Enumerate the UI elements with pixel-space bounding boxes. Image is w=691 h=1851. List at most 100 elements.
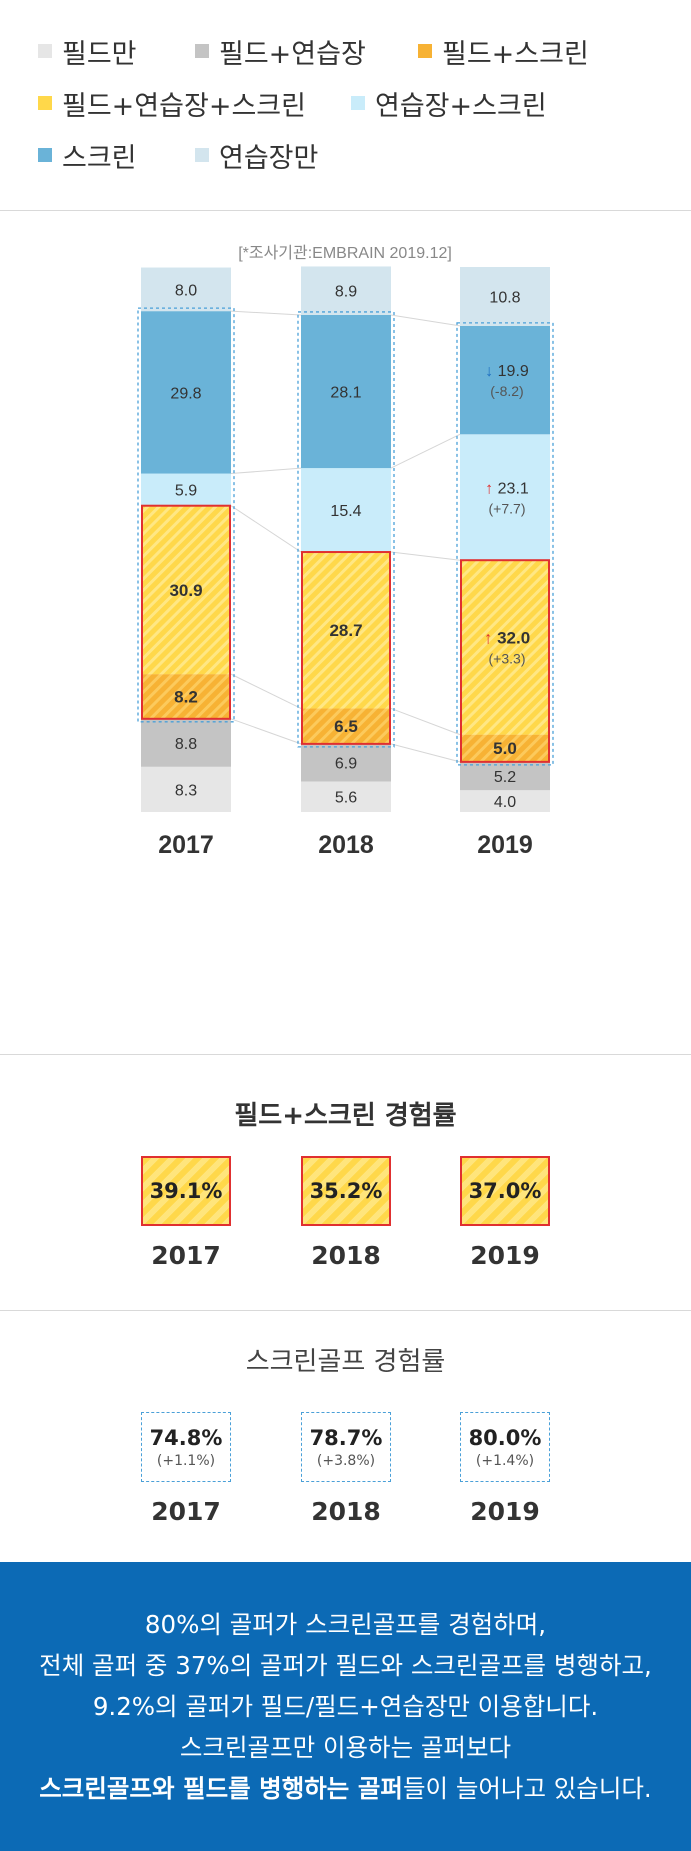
bar-segment bbox=[460, 560, 550, 735]
field-screen-title: 필드+스크린 경험률 bbox=[234, 1101, 457, 1131]
stacked-bar-chart: [*조사기관:EMBRAIN 2019.12] 8.3 8.8 8.2 30.9 5.9… bbox=[137, 244, 554, 859]
field-screen-outline bbox=[141, 504, 231, 720]
legend-label: 연습장+스크린 bbox=[375, 90, 547, 122]
summary-line-3: 9.2%의 골퍼가 필드/필드+연습장만 이용합니다. bbox=[92, 1692, 599, 1721]
summary-line-4: 스크린골프만 이용하는 골퍼보다 bbox=[179, 1733, 512, 1762]
bar-value-label: 6.5 bbox=[334, 717, 358, 736]
legend-item: 스크린 bbox=[38, 138, 137, 174]
bar-value-label: 8.9 bbox=[335, 284, 357, 301]
connector-line bbox=[230, 505, 302, 553]
arrow-up-icon: ↑ bbox=[485, 480, 497, 497]
connector-line bbox=[390, 707, 461, 736]
year-label: 2017 bbox=[151, 1497, 221, 1526]
legend-item: 필드만 bbox=[38, 34, 137, 70]
bar-segment bbox=[141, 674, 231, 719]
bar-segment bbox=[141, 766, 231, 812]
legend-label: 스크린 bbox=[62, 142, 137, 174]
summary-line-1: 80%의 골퍼가 스크린골프를 경험하며, bbox=[144, 1610, 547, 1639]
bar-value-label: 5.9 bbox=[175, 483, 197, 500]
arrow-down-icon: ↓ bbox=[485, 363, 497, 380]
summary-highlight: 스크린골프와 필드를 병행하는 골퍼 bbox=[39, 1774, 403, 1803]
field-screen-rate-value: 39.1% bbox=[149, 1179, 223, 1203]
bar-segment bbox=[460, 434, 550, 561]
legend-label: 필드+연습장+스크린 bbox=[62, 90, 306, 122]
connector-line bbox=[390, 314, 461, 327]
screen-golf-title: 스크린골프 경험률 bbox=[245, 1347, 446, 1377]
bar-value-label: ↑ 32.0 bbox=[484, 628, 530, 647]
screen-golf-rate-box: 78.7% (+3.8%) bbox=[301, 1412, 391, 1482]
bar-segment bbox=[301, 708, 391, 744]
year-label: 2018 bbox=[311, 1497, 381, 1526]
legend-swatch bbox=[195, 148, 209, 162]
bar-segment bbox=[301, 314, 391, 469]
bar-segment bbox=[141, 311, 231, 474]
bar-segment bbox=[460, 267, 550, 326]
field-screen-rate-value: 37.0% bbox=[468, 1179, 542, 1203]
bar-value-label: 5.0 bbox=[493, 739, 517, 758]
year-label: 2019 bbox=[470, 1241, 540, 1270]
bar-value-label: 28.1 bbox=[330, 385, 361, 402]
screen-golf-outline bbox=[137, 307, 235, 723]
bar-segment bbox=[141, 505, 231, 675]
bar-value-label: 15.4 bbox=[330, 503, 361, 520]
source-note: [*조사기관:EMBRAIN 2019.12] bbox=[238, 244, 452, 262]
bar-segment bbox=[460, 734, 550, 762]
legend-item: 필드+스크린 bbox=[418, 34, 589, 70]
bar-segment bbox=[460, 325, 550, 435]
field-screen-rate-box: 35.2% bbox=[301, 1156, 391, 1226]
year-label: 2017 bbox=[151, 1241, 221, 1270]
field-screen-outline bbox=[460, 559, 550, 763]
legend-label: 연습장만 bbox=[219, 142, 319, 174]
year-label: 2019 bbox=[470, 1497, 540, 1526]
screen-golf-rate-change: (+1.1%) bbox=[156, 1452, 216, 1469]
bar-segment bbox=[141, 718, 231, 767]
legend-swatch bbox=[38, 44, 52, 58]
field-screen-rate-box: 39.1% bbox=[141, 1156, 231, 1226]
screen-golf-outline bbox=[456, 322, 554, 766]
bar-segment bbox=[141, 473, 231, 506]
stacked-bar-chart-section: [*조사기관:EMBRAIN 2019.12] 8.3 8.8 8.2 30.9 5.9… bbox=[0, 211, 691, 1055]
legend-label: 필드만 bbox=[62, 38, 137, 70]
screen-golf-rate-box: 74.8% (+1.1%) bbox=[141, 1412, 231, 1482]
legend-item: 연습장+스크린 bbox=[351, 86, 547, 122]
legend-swatch bbox=[351, 96, 365, 110]
year-tick-label: 2017 bbox=[158, 831, 214, 859]
screen-golf-rate-box: 80.0% (+1.4%) bbox=[460, 1412, 550, 1482]
bar-segment bbox=[141, 267, 231, 312]
legend-item: 연습장만 bbox=[195, 138, 319, 174]
bar-value-label: 30.9 bbox=[169, 581, 202, 600]
legend-swatch bbox=[38, 96, 52, 110]
bar-segment bbox=[301, 468, 391, 553]
bar-segment bbox=[460, 761, 550, 791]
year-label: 2018 bbox=[311, 1241, 381, 1270]
screen-golf-rate-change: (+1.4%) bbox=[475, 1452, 535, 1469]
connector-line bbox=[390, 743, 461, 763]
year-tick-label: 2019 bbox=[477, 831, 533, 859]
bar-value-label: 5.6 bbox=[335, 790, 357, 807]
connector-line bbox=[230, 310, 302, 316]
bar-value-label: 8.3 bbox=[175, 782, 197, 799]
screen-golf-rate-value: 74.8% bbox=[149, 1425, 223, 1450]
summary-line-2: 전체 골퍼 중 37%의 골퍼가 필드와 스크린골프를 병행하고, bbox=[39, 1651, 652, 1680]
bar-value-label: ↑ 23.1 bbox=[485, 480, 529, 497]
arrow-up-icon: ↑ bbox=[484, 628, 497, 647]
legend-label: 필드+연습장 bbox=[219, 38, 366, 70]
field-screen-rate-box: 37.0% bbox=[460, 1156, 550, 1226]
screen-golf-rate-value: 78.7% bbox=[309, 1425, 383, 1450]
bar-value-label: 8.0 bbox=[175, 282, 197, 299]
field-screen-rate-section: 필드+스크린 경험률 39.1% 2017 35.2% 2018 37.0% 2019 bbox=[0, 1055, 691, 1311]
bar-value-label: 4.0 bbox=[494, 794, 516, 811]
summary-footer: 80%의 골퍼가 스크린골프를 경험하며, 전체 골퍼 중 37%의 골퍼가 필… bbox=[0, 1562, 691, 1851]
connector-line bbox=[390, 433, 461, 469]
connector-line bbox=[230, 467, 302, 475]
connector-line bbox=[390, 551, 461, 561]
bar-value-label: 28.7 bbox=[329, 621, 362, 640]
legend-label: 필드+스크린 bbox=[442, 38, 589, 70]
bar-segment bbox=[301, 781, 391, 812]
connector-line bbox=[230, 673, 302, 709]
legend-item: 필드+연습장 bbox=[195, 34, 366, 70]
screen-golf-rate-value: 80.0% bbox=[468, 1425, 542, 1450]
bar-value-label: 8.2 bbox=[174, 687, 198, 706]
bar-value-label: 29.8 bbox=[170, 385, 201, 402]
